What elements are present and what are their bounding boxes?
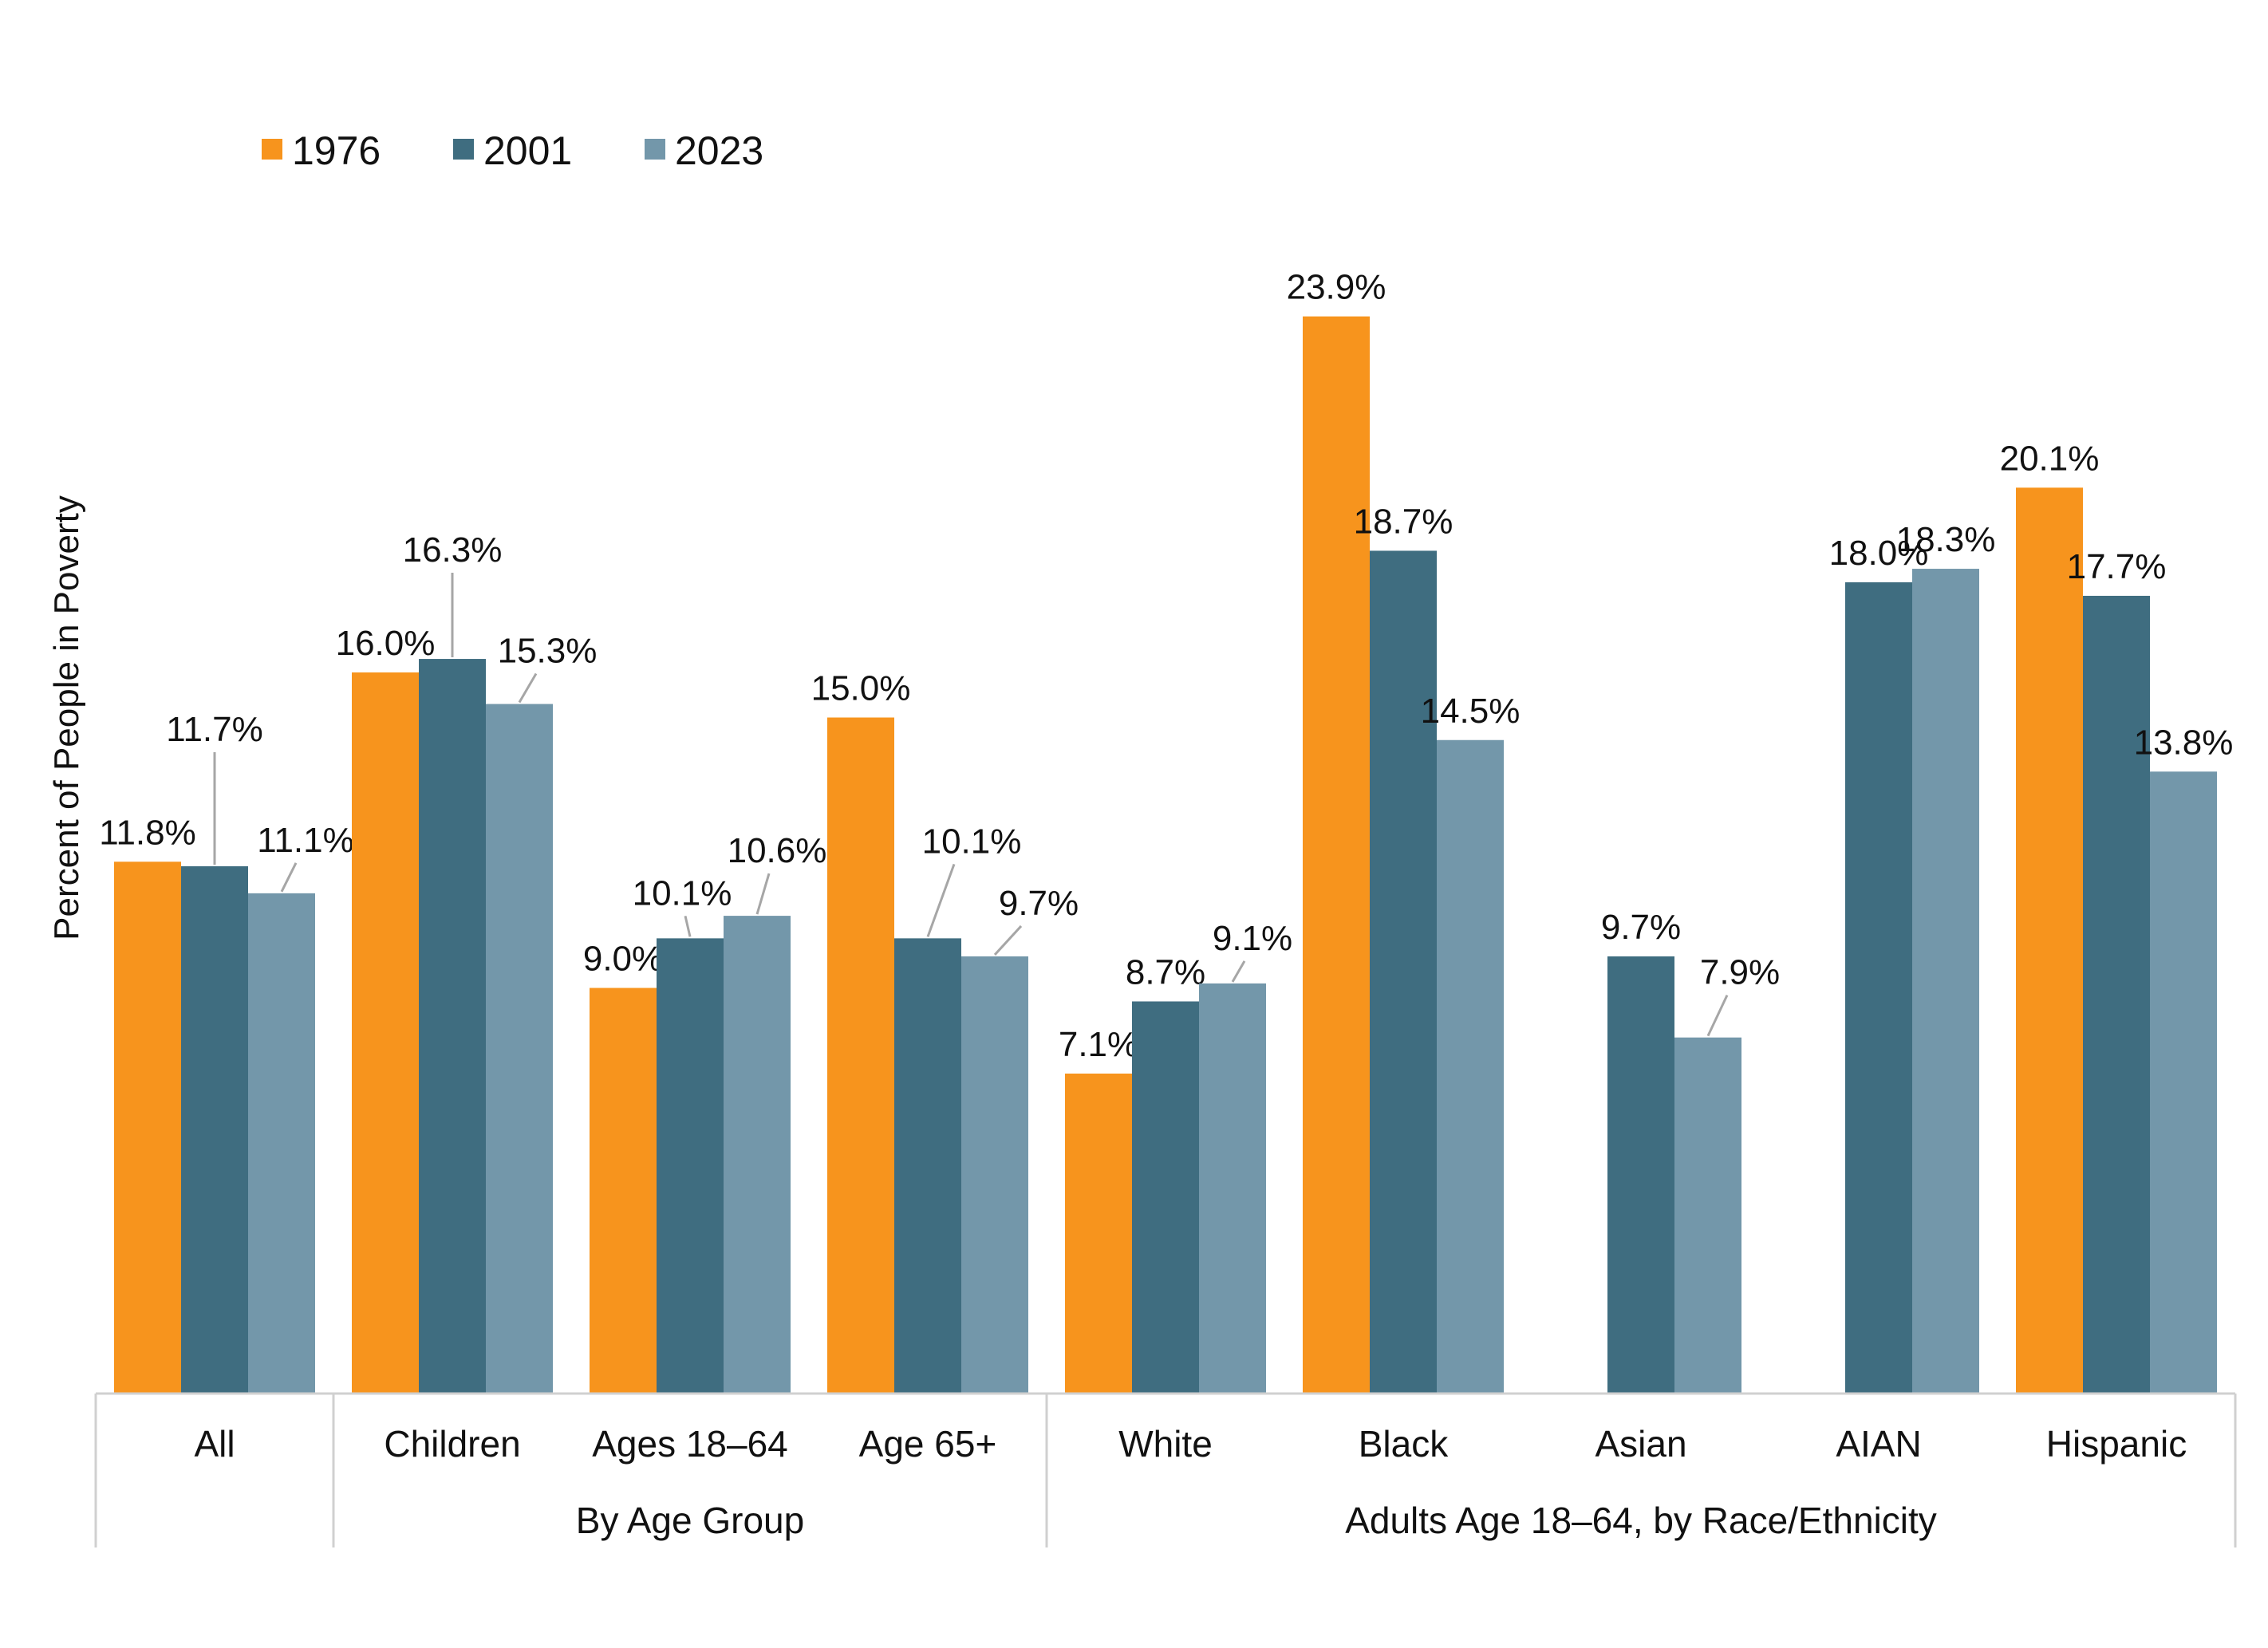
category-label: Hispanic — [2046, 1423, 2187, 1465]
data-label: 11.7% — [166, 710, 263, 749]
group-label: By Age Group — [576, 1500, 804, 1541]
data-label: 20.1% — [2000, 439, 2100, 478]
category-label: Ages 18–64 — [592, 1423, 788, 1465]
category-label: All — [194, 1423, 235, 1465]
bar-2001-aian — [1845, 582, 1912, 1394]
data-label: 17.7% — [2067, 547, 2167, 586]
leader-line — [518, 672, 538, 704]
data-label: 7.1% — [1059, 1025, 1138, 1064]
bar-2023-white — [1199, 983, 1266, 1394]
data-label: 18.0% — [1829, 534, 1929, 573]
data-label: 15.3% — [498, 632, 598, 671]
bar-2023-age-65- — [961, 956, 1028, 1394]
bar-1976-ages-18-64 — [590, 988, 657, 1394]
bar-2023-black — [1437, 739, 1504, 1394]
bar-2001-ages-18-64 — [657, 938, 724, 1394]
data-label: 14.5% — [1421, 692, 1521, 731]
data-label: 23.9% — [1287, 268, 1386, 307]
leader-line — [684, 916, 692, 937]
data-label: 7.9% — [1700, 953, 1780, 992]
legend-label-2001: 2001 — [483, 128, 572, 173]
data-label: 9.7% — [999, 884, 1079, 923]
data-label: 16.3% — [403, 530, 503, 570]
bar-2023-hispanic — [2150, 771, 2217, 1394]
bar-1976-white — [1065, 1073, 1132, 1394]
legend-swatch-2001 — [453, 139, 474, 160]
bar-2001-hispanic — [2083, 595, 2150, 1394]
category-label: Children — [384, 1423, 520, 1465]
leader-line — [1231, 960, 1246, 983]
bar-1976-all — [114, 861, 181, 1394]
data-label: 13.8% — [2134, 723, 2234, 762]
data-label: 10.1% — [633, 873, 732, 913]
data-label: 9.0% — [583, 940, 663, 979]
category-label: White — [1118, 1423, 1213, 1465]
data-label: 18.3% — [1896, 520, 1996, 559]
bar-1976-black — [1303, 316, 1370, 1394]
data-label: 15.0% — [811, 669, 911, 708]
data-label: 11.1% — [257, 821, 354, 860]
legend-swatch-1976 — [262, 139, 282, 160]
data-label: 18.7% — [1354, 502, 1453, 541]
bar-2023-asian — [1674, 1037, 1741, 1394]
leader-line — [926, 863, 956, 937]
data-label: 10.6% — [728, 831, 827, 870]
group-label: Adults Age 18–64, by Race/Ethnicity — [1345, 1500, 1937, 1541]
leader-line — [1706, 995, 1729, 1037]
bar-2023-ages-18-64 — [724, 916, 791, 1394]
data-label: 16.0% — [336, 624, 436, 663]
bar-1976-hispanic — [2016, 487, 2083, 1394]
bar-2001-black — [1370, 550, 1437, 1394]
legend-label-2023: 2023 — [675, 128, 763, 173]
data-label: 9.7% — [1601, 908, 1681, 947]
leader-line — [280, 862, 298, 893]
y-axis-label: Percent of People in Poverty — [47, 495, 86, 940]
bar-1976-children — [352, 672, 419, 1394]
category-label: Asian — [1595, 1423, 1686, 1465]
category-label: AIAN — [1836, 1423, 1921, 1465]
bar-2023-aian — [1912, 569, 1979, 1394]
legend-label-1976: 1976 — [292, 128, 381, 173]
bar-2023-children — [486, 704, 553, 1394]
legend-swatch-2023 — [645, 139, 665, 160]
bar-2001-all — [181, 865, 248, 1394]
data-label: 11.8% — [99, 813, 196, 852]
category-label: Age 65+ — [859, 1423, 997, 1465]
bar-2001-asian — [1607, 956, 1674, 1394]
bar-2023-all — [248, 893, 315, 1394]
bar-2001-children — [419, 659, 486, 1394]
bar-1976-age-65- — [827, 717, 894, 1394]
category-label: Black — [1359, 1423, 1449, 1465]
bar-2001-age-65- — [894, 938, 961, 1394]
data-label: 10.1% — [922, 822, 1022, 861]
data-label: 9.1% — [1213, 919, 1292, 958]
data-label: 8.7% — [1126, 952, 1205, 992]
leader-line — [755, 873, 771, 915]
leader-line — [993, 925, 1023, 956]
bar-2001-white — [1132, 1001, 1199, 1394]
